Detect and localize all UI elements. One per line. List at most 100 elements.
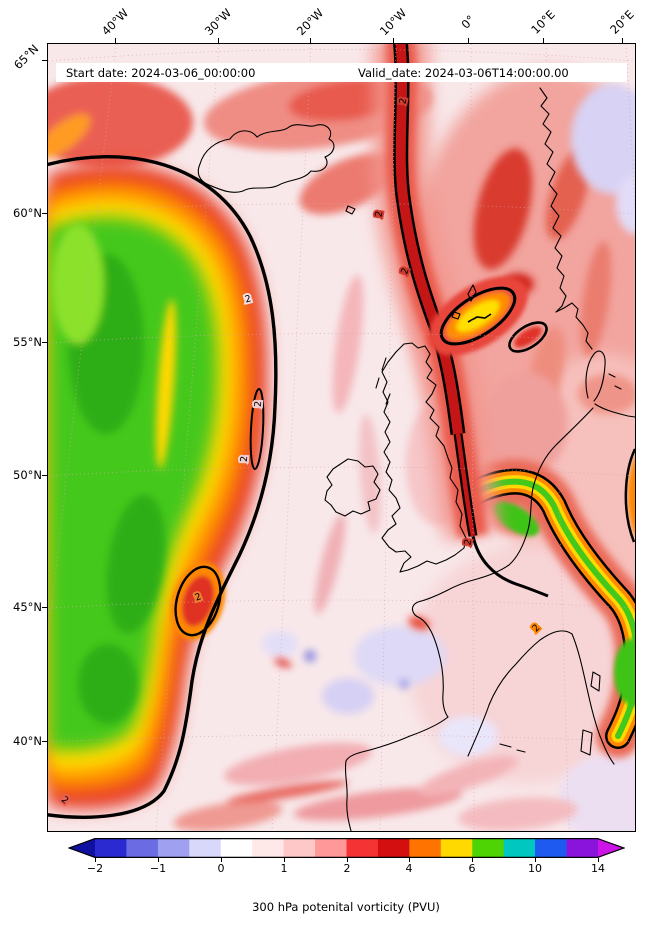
colorbar-cell	[566, 838, 599, 858]
colorbar-tick-label: 10	[528, 862, 542, 875]
coast-ireland	[324, 458, 381, 517]
field-bottom-streaks	[173, 742, 578, 831]
pv-map-svg: 2 2 2 2 2 2 2 2 2 2 Start date: 2024-03-…	[48, 44, 635, 831]
y-tick-label: 55°N	[13, 335, 42, 349]
y-tick-label: 65°N	[10, 41, 42, 73]
x-tick-label: 40°W	[98, 5, 132, 39]
coast-shetland	[467, 284, 477, 302]
contour-2-wiggle	[249, 388, 265, 470]
x-tick-label: 20°E	[607, 7, 637, 37]
y-axis-tick	[42, 213, 47, 214]
graticule	[48, 44, 635, 831]
valid-date-text: Valid_date: 2024-03-06T14:00:00.00	[358, 66, 569, 80]
coast-baltic	[594, 403, 635, 418]
coastlines	[197, 87, 635, 831]
field-se-band	[454, 459, 635, 758]
colorbar-cell	[283, 838, 316, 858]
x-axis-tick	[310, 38, 311, 43]
colorbar-outline	[67, 838, 626, 858]
x-tick-label: 20°W	[293, 5, 327, 39]
colorbar-tick	[284, 858, 285, 862]
colorbar-cell	[409, 838, 442, 858]
colorbar-caption: 300 hPa potenital vorticity (PVU)	[252, 900, 440, 914]
contour-label: 2	[398, 97, 410, 105]
colorbar-tick-label: 0	[217, 862, 225, 875]
contour-label: 2	[374, 210, 386, 218]
colorbar-tick	[347, 858, 348, 862]
colorbar-cell	[535, 838, 567, 858]
colorbar-cell	[315, 838, 347, 858]
colorbar-cell	[440, 838, 473, 858]
colorbar-cell	[346, 838, 379, 858]
y-axis-tick	[42, 475, 47, 476]
colorbar-cell	[157, 838, 190, 858]
contour-label: 2	[253, 401, 264, 408]
x-axis-tick	[622, 38, 623, 43]
colorbar	[67, 838, 626, 858]
colorbar-right-arrow	[598, 838, 624, 858]
colorbar-tick-label: −1	[149, 862, 167, 875]
coast-great-britain	[381, 342, 467, 573]
coast-denmark	[585, 350, 622, 402]
coast-norway	[539, 87, 593, 350]
colorbar-cell	[377, 838, 410, 858]
field-green-cutoff	[48, 163, 268, 810]
y-axis-tick	[42, 342, 47, 343]
colorbar-left-arrow	[69, 838, 95, 858]
colorbar-cell	[252, 838, 285, 858]
y-axis-tick	[42, 60, 47, 61]
x-tick-label: 30°W	[201, 5, 235, 39]
colorbar-cell	[472, 838, 505, 858]
colorbar-tick	[409, 858, 410, 862]
y-axis-tick	[42, 607, 47, 608]
coast-mediterranean	[467, 630, 615, 765]
field-negative-pv-patches	[262, 84, 635, 831]
x-axis-tick	[543, 38, 544, 43]
contour-label: 2	[239, 456, 250, 463]
field-secondary-lens	[428, 276, 548, 356]
x-tick-label: 0°	[458, 12, 478, 32]
colorbar-tick-label: 14	[591, 862, 605, 875]
colorbar-cell	[503, 838, 536, 858]
colorbar-cell	[220, 838, 253, 858]
coast-hebrides	[375, 357, 391, 405]
coast-faroe	[345, 205, 356, 215]
x-axis-tick	[393, 38, 394, 43]
x-axis-tick	[468, 38, 469, 43]
coast-sardinia	[580, 729, 593, 756]
colorbar-tick	[535, 858, 536, 862]
title-band: Start date: 2024-03-06_00:00:00 Valid_da…	[56, 63, 627, 82]
colorbar-tick-label: 6	[468, 862, 476, 875]
x-tick-label: 10°W	[376, 5, 410, 39]
start-date-text: Start date: 2024-03-06_00:00:00	[66, 66, 255, 80]
y-axis-tick	[42, 741, 47, 742]
colorbar-tick-label: 2	[343, 862, 351, 875]
colorbar-cell	[189, 838, 222, 858]
coast-balearics	[499, 743, 526, 753]
title-band-bg	[56, 63, 627, 82]
field-edge-sliver	[624, 448, 635, 543]
coast-corsica	[590, 671, 601, 692]
contour-2-west	[48, 155, 278, 819]
colorbar-cell	[95, 838, 127, 858]
coast-orkney	[451, 311, 461, 320]
contour-2-inner-lens	[174, 565, 222, 637]
coast-iceland	[197, 124, 335, 193]
y-tick-label: 40°N	[13, 734, 42, 748]
colorbar-tick	[158, 858, 159, 862]
y-tick-label: 60°N	[13, 206, 42, 220]
x-axis-tick	[115, 38, 116, 43]
coast-west-europe	[344, 407, 594, 831]
colorbar-tick	[472, 858, 473, 862]
colorbar-tick-label: 4	[405, 862, 413, 875]
colorbar-tick	[221, 858, 222, 862]
colorbar-cell	[126, 838, 159, 858]
x-axis-tick	[218, 38, 219, 43]
colorbar-tick	[95, 858, 96, 862]
x-tick-label: 10°E	[528, 7, 558, 37]
y-tick-label: 50°N	[13, 468, 42, 482]
colorbar-tick	[598, 858, 599, 862]
colorbar-tick-label: −2	[86, 862, 104, 875]
y-tick-label: 45°N	[13, 600, 42, 614]
